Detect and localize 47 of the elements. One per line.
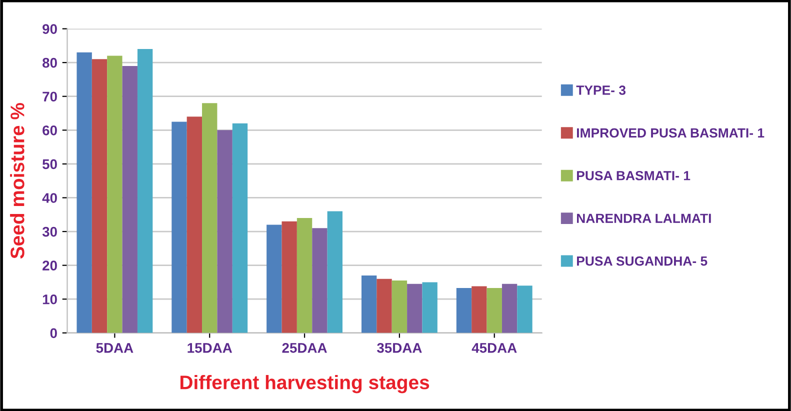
x-tick-label: 25DAA — [282, 343, 327, 353]
y-tick-label: 50 — [42, 159, 57, 170]
x-axis-title: Different harvesting stages — [180, 375, 430, 394]
bar — [172, 122, 187, 333]
bar — [122, 66, 138, 333]
bar — [502, 284, 518, 333]
bar — [266, 224, 282, 333]
y-tick-label: 90 — [42, 24, 57, 34]
y-tick-label: 70 — [42, 92, 57, 102]
legend-label: IMPROVED PUSA BASMATI- 1 — [577, 128, 764, 138]
y-axis-title: Seed moisture % — [10, 103, 24, 259]
y-tick-label: 30 — [42, 226, 57, 237]
x-tick-label: 15DAA — [188, 343, 232, 353]
bar — [202, 103, 218, 333]
bar — [296, 218, 312, 333]
x-tick-label: 45DAA — [472, 343, 517, 353]
bar — [456, 288, 472, 333]
legend-label: PUSA SUGANDHA- 5 — [577, 256, 708, 266]
x-tick-label: 35DAA — [377, 343, 422, 353]
bar — [312, 228, 328, 333]
bar — [361, 275, 377, 333]
bar — [107, 56, 122, 333]
bar — [376, 278, 392, 333]
y-tick-label: 0 — [50, 328, 57, 338]
y-tick-label: 40 — [42, 193, 57, 203]
x-tick-label: 5DAA — [96, 343, 134, 353]
bar — [137, 49, 153, 333]
bar — [392, 280, 408, 333]
y-tick-label: 10 — [42, 294, 57, 304]
bar — [282, 221, 297, 333]
legend-label: NARENDRA LALMATI — [577, 214, 711, 223]
bar — [472, 286, 487, 333]
y-tick-label: 60 — [42, 125, 57, 136]
bar — [186, 116, 202, 333]
bar — [486, 288, 502, 333]
legend-label: TYPE- 3 — [576, 86, 626, 95]
bar — [217, 130, 232, 333]
bar — [76, 52, 92, 333]
y-tick-label: 20 — [42, 260, 57, 270]
bar — [407, 284, 422, 333]
bar — [517, 286, 532, 333]
y-tick-label: 80 — [42, 58, 57, 68]
bar — [92, 59, 108, 333]
legend-label: PUSA BASMATI- 1 — [577, 170, 690, 180]
bar — [232, 123, 248, 333]
bar — [422, 282, 438, 333]
bar — [327, 211, 343, 333]
